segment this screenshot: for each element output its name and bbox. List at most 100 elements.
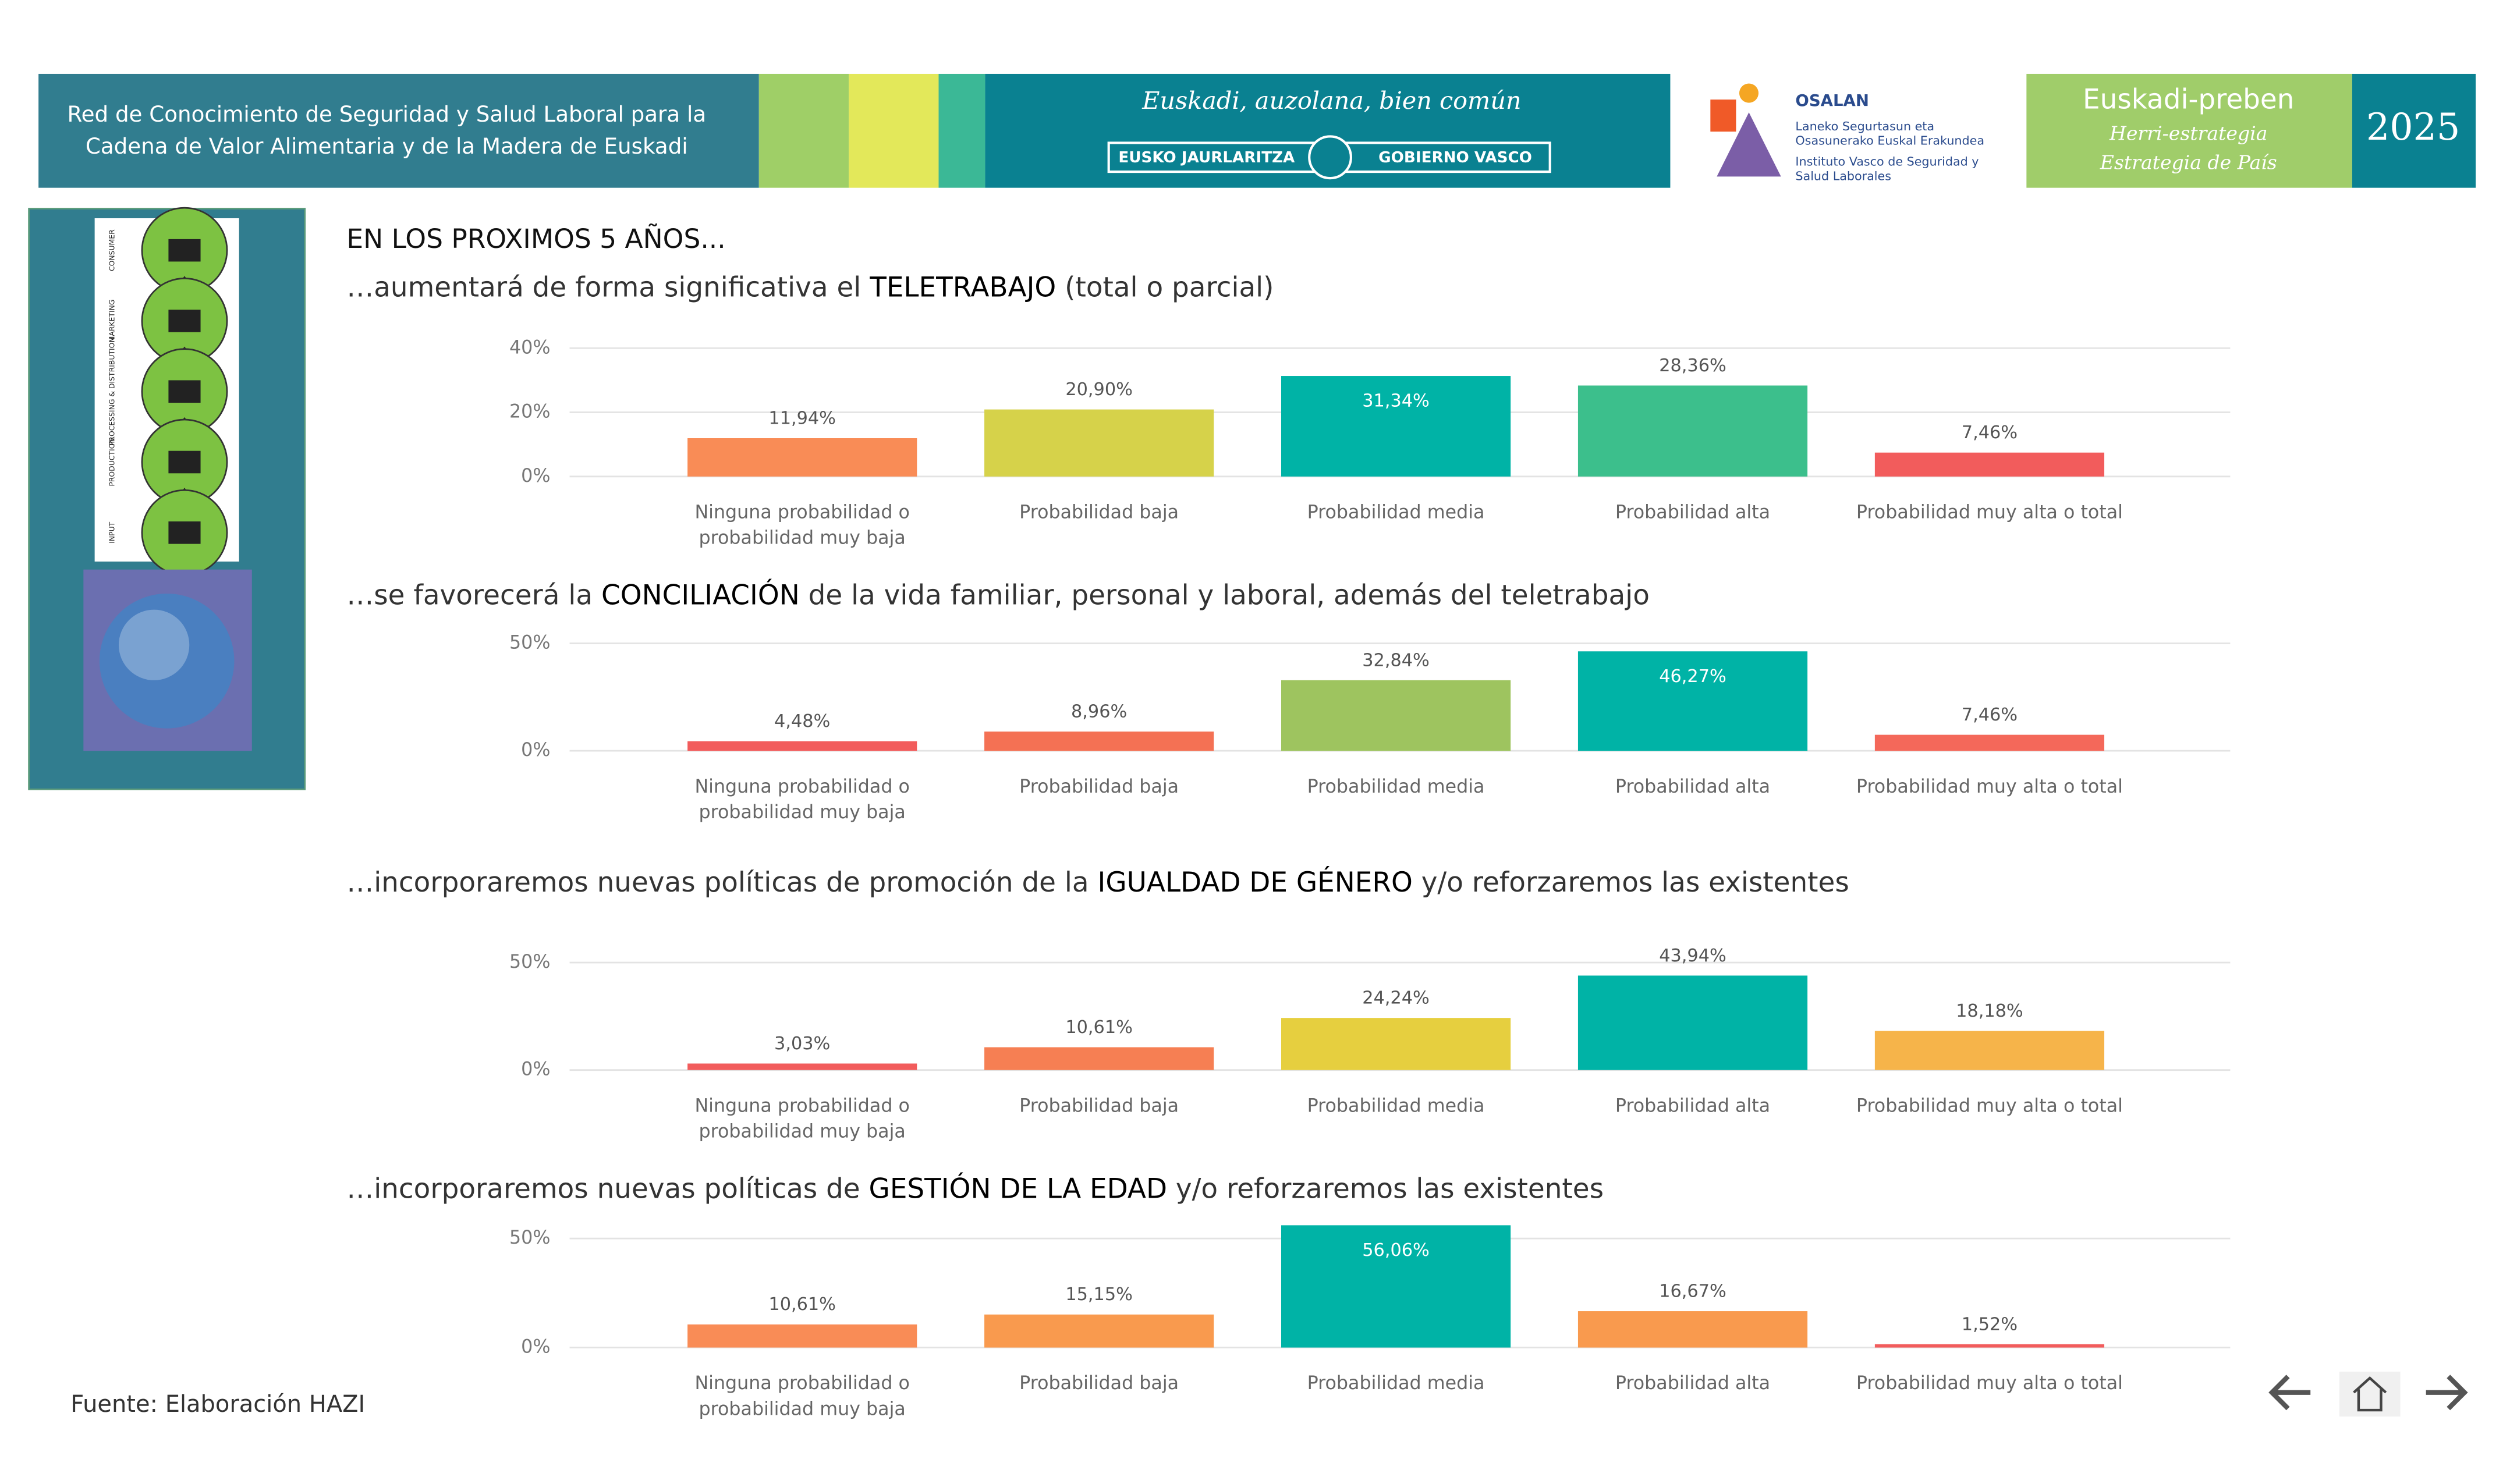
osalan: OSALAN xyxy=(1795,91,1869,110)
bar xyxy=(1281,376,1511,477)
value-label: 28,36% xyxy=(1659,356,1726,376)
bar xyxy=(687,1324,917,1348)
x-tick-label-box: Probabilidad baja xyxy=(1019,1094,1179,1117)
bar xyxy=(687,438,917,477)
chart-title: …incorporaremos nuevas políticas de GEST… xyxy=(346,1173,1604,1205)
chart-title: …incorporaremos nuevas políticas de prom… xyxy=(346,866,1849,898)
title-part: GESTIÓN DE LA EDAD xyxy=(869,1173,1168,1205)
y-tick-label: 40% xyxy=(509,337,550,358)
x-tick-label: Probabilidad muy alta o total xyxy=(1856,1371,2123,1394)
value-label: 7,46% xyxy=(1962,423,2018,443)
value-label: 24,24% xyxy=(1362,988,1430,1009)
x-tick-label: Ninguna probabilidad o probabilidad muy … xyxy=(694,1094,910,1142)
value-label: 43,94% xyxy=(1659,946,1726,966)
y-tick-label: 0% xyxy=(521,740,550,761)
y-tick-label: 0% xyxy=(521,1337,550,1358)
chain-label: CONSUMER xyxy=(107,229,116,271)
bar xyxy=(1577,385,1808,477)
x-tick-label: Probabilidad alta xyxy=(1615,500,1771,523)
chart-title: …se favorecerá la CONCILIACIÓN de la vid… xyxy=(346,579,1649,611)
home-icon[interactable] xyxy=(2353,1376,2387,1412)
gov-left: EUSKO JAURLARITZA xyxy=(1118,149,1295,166)
nav-forward[interactable] xyxy=(2426,1375,2468,1411)
nav-back[interactable] xyxy=(2268,1375,2311,1411)
bar xyxy=(687,1063,917,1070)
value-label: 18,18% xyxy=(1956,1001,2023,1021)
value-label: 1,52% xyxy=(1962,1314,2018,1334)
value-label: 4,48% xyxy=(774,711,830,732)
x-tick-label: Ninguna probabilidad o probabilidad muy … xyxy=(694,775,910,823)
osalan-logo xyxy=(1710,83,1781,177)
y-tick-label: 0% xyxy=(521,466,550,487)
header-title: Cadena de Valor Alimentaria y de la Made… xyxy=(86,133,688,159)
x-tick-label: Probabilidad media xyxy=(1307,1094,1485,1117)
value-label: 3,03% xyxy=(774,1034,830,1054)
header-left xyxy=(38,73,759,188)
x-tick-label-box: Probabilidad muy alta o total xyxy=(1856,1371,2123,1394)
value-label: 32,84% xyxy=(1362,650,1430,670)
title-part: de la vida familiar, personal y laboral,… xyxy=(800,580,1650,611)
y-tick-label: 50% xyxy=(509,632,550,653)
y-tick-label: 0% xyxy=(521,1059,550,1080)
title-part: …se favorecerá la xyxy=(346,580,601,611)
x-tick-label: Probabilidad baja xyxy=(1019,775,1179,798)
x-tick-label-box: Probabilidad alta xyxy=(1615,775,1771,798)
preben-box xyxy=(2026,73,2352,188)
bar xyxy=(687,741,917,751)
value-label: 16,67% xyxy=(1659,1281,1726,1301)
bar xyxy=(1874,1031,2105,1070)
nav-home[interactable] xyxy=(2339,1371,2401,1417)
x-tick-label-box: Probabilidad muy alta o total xyxy=(1856,500,2123,523)
logo-shape xyxy=(1717,112,1781,177)
preben-sub: Herri-estrategia xyxy=(2109,122,2267,145)
slogan: Euskadi, auzolana, bien común xyxy=(1141,87,1521,115)
x-tick-label: Probabilidad alta xyxy=(1615,1094,1771,1117)
chain-glyph xyxy=(168,450,201,474)
arrow-left[interactable] xyxy=(2268,1375,2311,1411)
arrow-right[interactable] xyxy=(2426,1375,2468,1411)
value-label: 11,94% xyxy=(768,408,836,428)
gov-right: GOBIERNO VASCO xyxy=(1378,149,1532,166)
value-label: 20,90% xyxy=(1065,379,1133,400)
x-tick-label-box: Probabilidad muy alta o total xyxy=(1856,775,2123,798)
preben: Euskadi-preben xyxy=(2083,84,2294,115)
x-tick-label-box: Ninguna probabilidad o probabilidad muy … xyxy=(694,775,910,823)
chain-glyph xyxy=(168,380,201,403)
value-label: 10,61% xyxy=(768,1294,836,1315)
x-tick-label-box: Probabilidad alta xyxy=(1615,500,1771,523)
x-tick-label-box: Ninguna probabilidad o probabilidad muy … xyxy=(694,1094,910,1142)
x-tick-label: Ninguna probabilidad o probabilidad muy … xyxy=(694,1371,910,1420)
logo-shape xyxy=(1739,83,1759,103)
bar xyxy=(984,1047,1214,1070)
stripe xyxy=(938,73,985,188)
x-tick-label: Probabilidad alta xyxy=(1615,1371,1771,1394)
year: 2025 xyxy=(2366,105,2460,148)
value-label: 7,46% xyxy=(1962,705,2018,725)
x-tick-label: Probabilidad media xyxy=(1307,500,1485,523)
x-tick-label-box: Probabilidad baja xyxy=(1019,775,1179,798)
x-tick-label: Probabilidad media xyxy=(1307,1371,1485,1394)
logo-shape xyxy=(1710,100,1736,132)
bar xyxy=(1874,734,2105,751)
x-tick-label: Probabilidad media xyxy=(1307,775,1485,798)
x-tick-label: Probabilidad muy alta o total xyxy=(1856,500,2123,523)
osalan-line: Salud Laborales xyxy=(1795,169,1891,183)
bar xyxy=(1874,452,2105,477)
bar xyxy=(1281,680,1511,751)
value-label: 56,06% xyxy=(1362,1240,1430,1261)
value-label: 31,34% xyxy=(1362,391,1430,411)
x-tick-label: Probabilidad alta xyxy=(1615,775,1771,798)
title-part: IGUALDAD DE GÉNERO xyxy=(1098,866,1413,898)
chain-glyph xyxy=(168,310,201,332)
bar xyxy=(1281,1225,1511,1348)
x-tick-label: Probabilidad muy alta o total xyxy=(1856,775,2123,798)
title-part: y/o reforzaremos las existentes xyxy=(1167,1173,1604,1205)
x-tick-label-box: Ninguna probabilidad o probabilidad muy … xyxy=(694,500,909,549)
value-label: 46,27% xyxy=(1659,666,1726,687)
y-tick-label: 20% xyxy=(509,402,550,423)
x-tick-label-box: Probabilidad media xyxy=(1307,1094,1485,1117)
value-label: 10,61% xyxy=(1065,1017,1133,1038)
bar xyxy=(1577,651,1808,751)
title-part: (total o parcial) xyxy=(1056,272,1274,303)
